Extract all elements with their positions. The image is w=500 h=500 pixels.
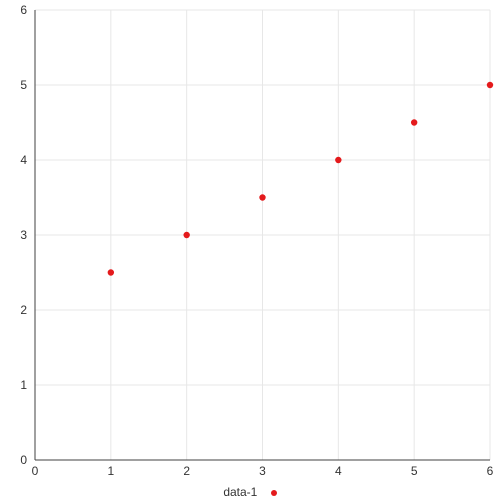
scatter-chart: 0 1 2 3 4 5 6 0 1 2 3 4 5 6 data-1 [0, 0, 500, 500]
y-tick-label: 0 [20, 453, 27, 467]
y-tick-label: 3 [20, 228, 27, 242]
data-point [108, 269, 114, 275]
legend-series-label: data-1 [223, 485, 257, 499]
y-tick-label: 4 [20, 153, 27, 167]
y-tick-label: 6 [20, 3, 27, 17]
x-tick-label: 0 [32, 464, 39, 478]
x-tick-label: 3 [259, 464, 266, 478]
data-point [335, 157, 341, 163]
data-point [487, 82, 493, 88]
data-point [259, 194, 265, 200]
y-tick-label: 5 [20, 78, 27, 92]
x-tick-label: 4 [335, 464, 342, 478]
data-point [183, 232, 189, 238]
legend: data-1 [0, 485, 500, 499]
data-point [411, 119, 417, 125]
y-tick-label: 1 [20, 378, 27, 392]
x-tick-label: 2 [183, 464, 190, 478]
legend-marker-icon [271, 490, 277, 496]
x-tick-label: 5 [411, 464, 418, 478]
x-tick-label: 1 [107, 464, 114, 478]
x-tick-label: 6 [487, 464, 494, 478]
chart-svg: 0 1 2 3 4 5 6 0 1 2 3 4 5 6 [0, 0, 500, 500]
y-tick-label: 2 [20, 303, 27, 317]
